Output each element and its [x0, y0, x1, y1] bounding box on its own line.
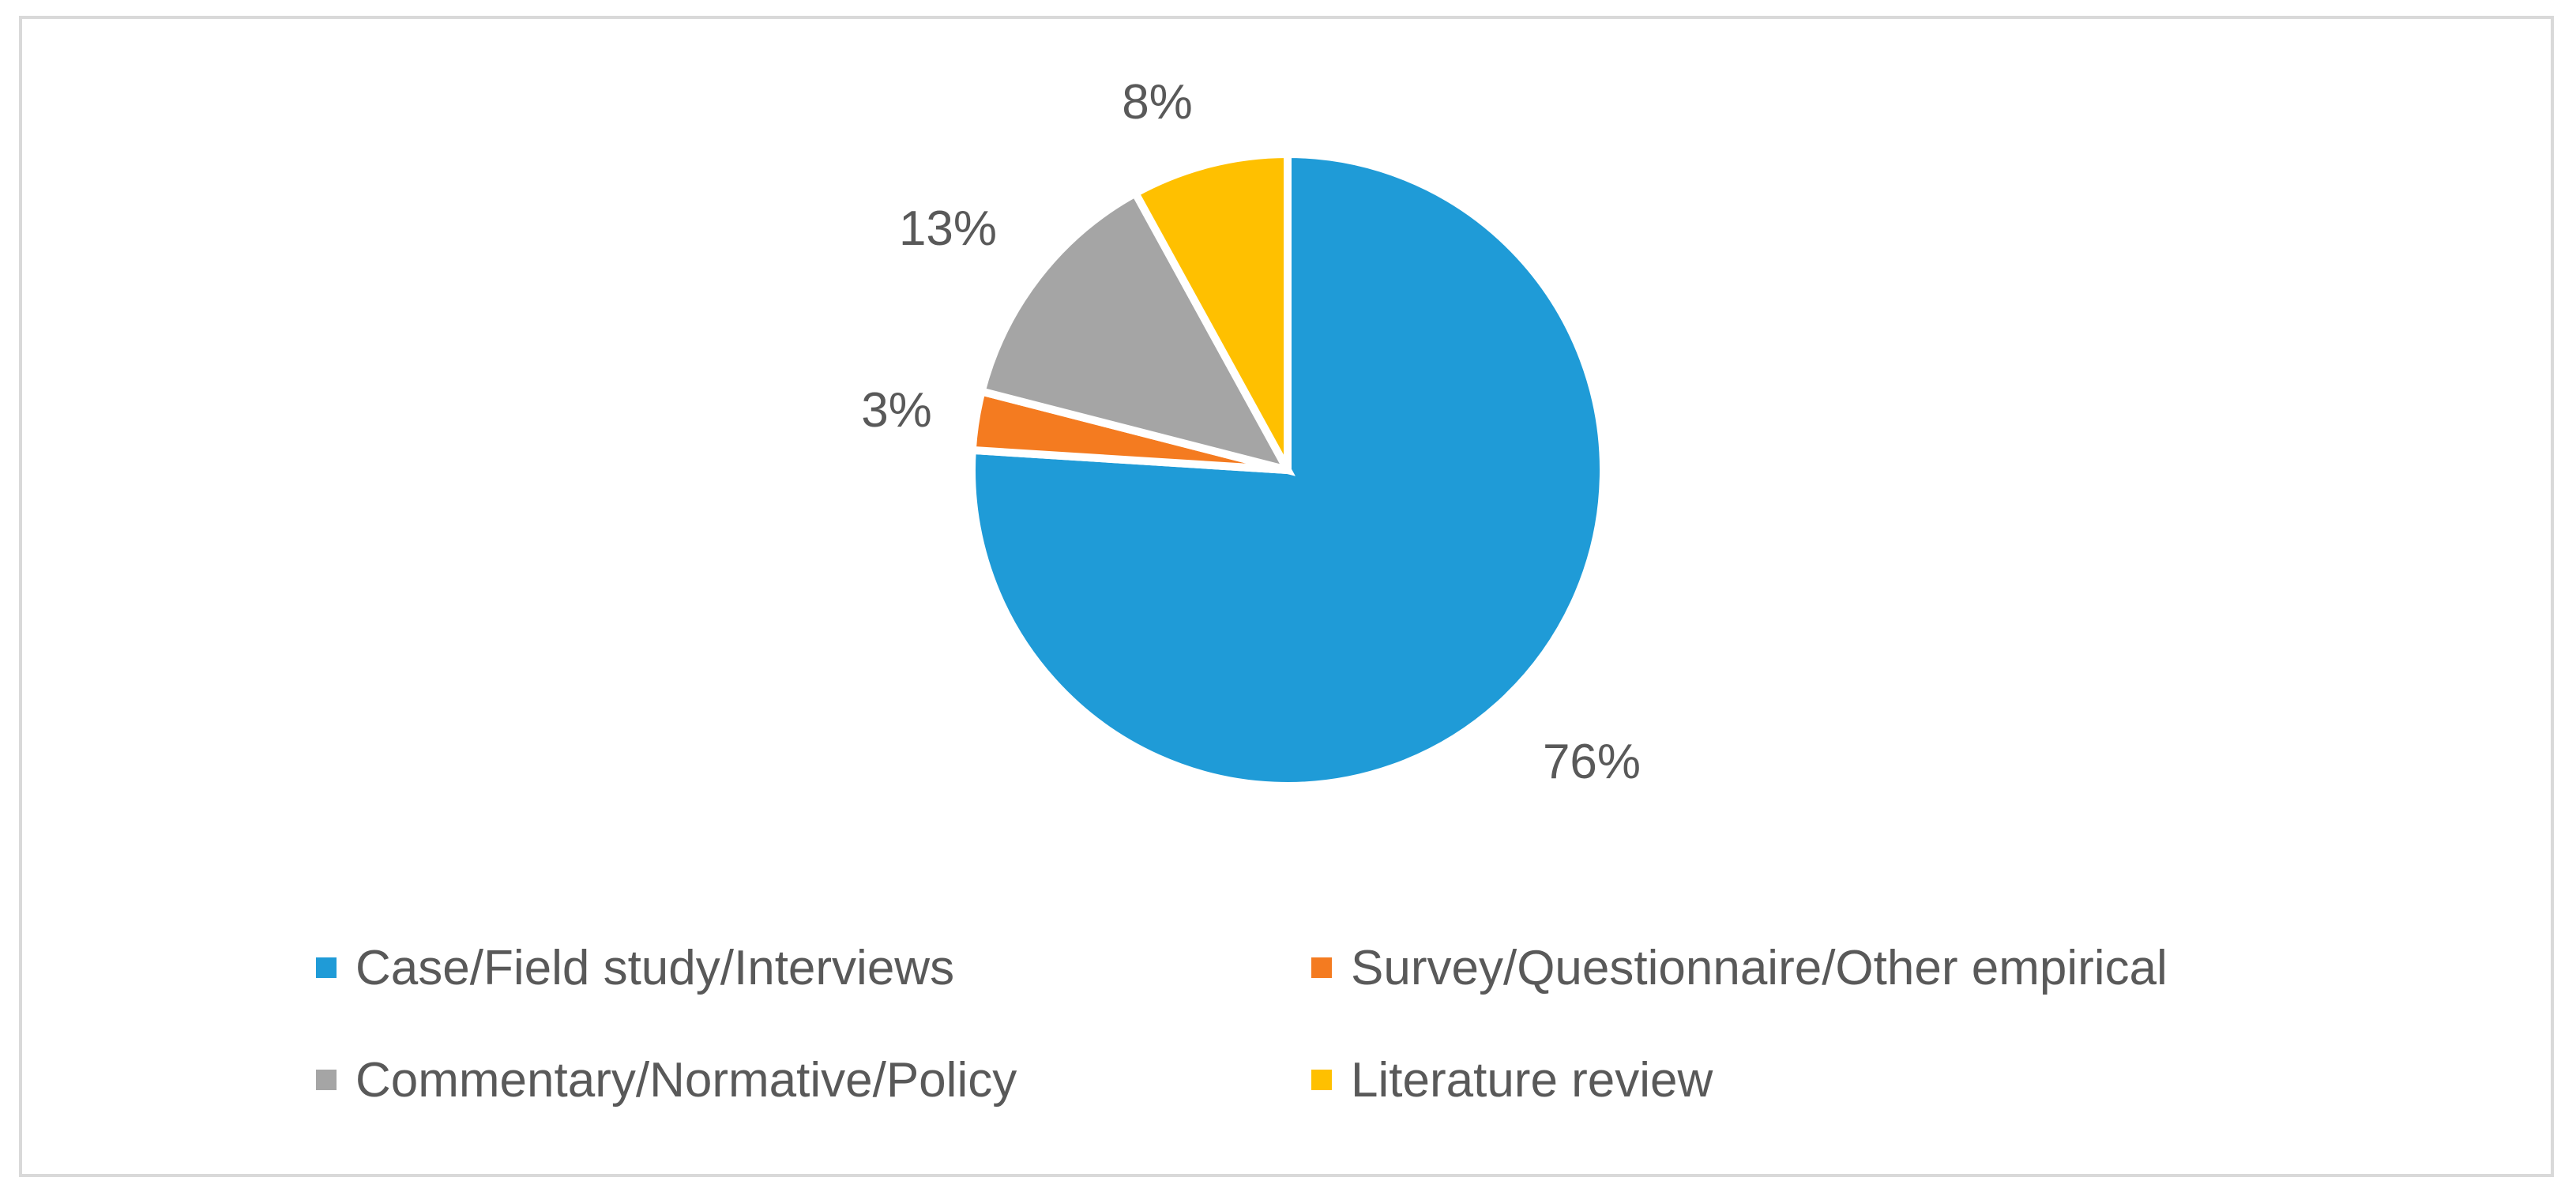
data-label: 8%: [1122, 75, 1193, 130]
legend-label: Commentary/Normative/Policy: [355, 1052, 1017, 1108]
legend-label: Survey/Questionnaire/Other empirical: [1351, 940, 2168, 995]
pie-data-labels: 76% 3% 13% 8%: [861, 75, 1641, 789]
legend-label: Case/Field study/Interviews: [355, 940, 955, 995]
legend-item-literature-review: Literature review: [1311, 1044, 2291, 1115]
legend-swatch: [1311, 1070, 1332, 1090]
data-label: 76%: [1543, 735, 1641, 789]
pie-slice-commentary-normative-policy: [976, 187, 1296, 476]
legend-item-survey: Survey/Questionnaire/Other empirical: [1311, 932, 2291, 1003]
legend-item-case-field-study: Case/Field study/Interviews: [316, 932, 1311, 1003]
data-label: 3%: [861, 383, 932, 438]
pie-slices: [968, 149, 1608, 790]
chart-legend: Case/Field study/Interviews Survey/Quest…: [316, 932, 2291, 1115]
legend-label: Literature review: [1351, 1052, 1713, 1108]
legend-swatch: [316, 1070, 337, 1090]
legend-swatch: [1311, 957, 1332, 978]
legend-swatch: [316, 957, 337, 978]
pie-slice-literature-review: [1130, 149, 1292, 472]
data-label: 13%: [899, 201, 997, 256]
legend-item-commentary: Commentary/Normative/Policy: [316, 1044, 1311, 1115]
